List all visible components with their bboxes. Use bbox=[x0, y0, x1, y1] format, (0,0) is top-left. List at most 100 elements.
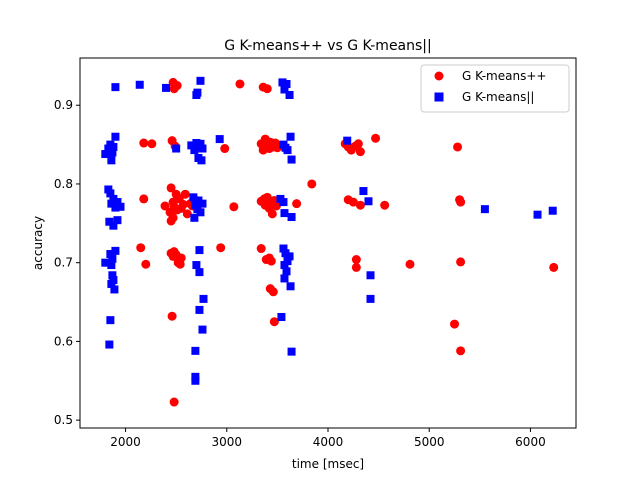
data-point bbox=[229, 202, 239, 212]
data-point bbox=[280, 261, 289, 270]
y-tick-label: 0.5 bbox=[54, 413, 73, 427]
data-point bbox=[286, 282, 295, 291]
data-point bbox=[106, 316, 115, 325]
data-point bbox=[287, 155, 296, 164]
data-point bbox=[269, 317, 279, 327]
data-point bbox=[353, 139, 363, 149]
data-point bbox=[366, 294, 375, 303]
data-point bbox=[456, 197, 466, 207]
data-point bbox=[287, 213, 296, 222]
data-point bbox=[195, 305, 204, 314]
data-point bbox=[168, 213, 178, 223]
data-point bbox=[355, 200, 365, 210]
data-point bbox=[111, 246, 120, 255]
data-point bbox=[106, 250, 115, 259]
data-point bbox=[351, 262, 361, 272]
data-point bbox=[107, 261, 116, 270]
data-point bbox=[405, 259, 415, 269]
data-point bbox=[178, 199, 188, 209]
data-point bbox=[285, 252, 294, 261]
data-point bbox=[172, 81, 182, 91]
data-point bbox=[283, 146, 292, 155]
data-point bbox=[196, 208, 205, 217]
data-point bbox=[280, 85, 289, 94]
data-point bbox=[549, 262, 559, 272]
data-point bbox=[190, 213, 199, 222]
data-point bbox=[277, 313, 286, 321]
data-point bbox=[268, 287, 278, 297]
data-point bbox=[198, 144, 207, 153]
data-point bbox=[101, 258, 110, 267]
data-point bbox=[180, 189, 190, 199]
data-point bbox=[198, 325, 207, 334]
data-point bbox=[105, 340, 114, 349]
chart-title: G K-means++ vs G K-means|| bbox=[224, 38, 432, 54]
y-axis-label: accuracy bbox=[31, 216, 45, 270]
data-point bbox=[282, 79, 291, 88]
data-point bbox=[220, 144, 230, 154]
x-tick-label: 4000 bbox=[313, 435, 344, 449]
legend-label-kmeans-parallel: G K-means|| bbox=[462, 90, 534, 104]
data-point bbox=[348, 197, 358, 207]
data-point bbox=[286, 132, 295, 141]
data-point bbox=[116, 202, 125, 211]
data-point bbox=[267, 209, 277, 219]
data-point bbox=[380, 200, 390, 210]
data-point bbox=[172, 144, 181, 153]
data-point bbox=[135, 80, 144, 89]
data-point bbox=[107, 279, 116, 288]
data-point bbox=[147, 139, 157, 149]
data-point bbox=[480, 205, 489, 214]
data-point bbox=[307, 179, 317, 189]
x-tick-label: 2000 bbox=[110, 435, 141, 449]
data-point bbox=[191, 376, 200, 385]
legend-box bbox=[420, 64, 570, 113]
data-point bbox=[175, 259, 185, 269]
data-point bbox=[101, 150, 110, 159]
data-point bbox=[281, 249, 290, 258]
data-point bbox=[215, 135, 224, 144]
data-point bbox=[279, 198, 288, 207]
data-point bbox=[195, 268, 204, 277]
y-axis: 0.5 0.6 0.7 0.8 0.9 bbox=[54, 98, 80, 427]
series-1 bbox=[101, 76, 557, 385]
x-tick-label: 3000 bbox=[212, 435, 243, 449]
data-point bbox=[292, 199, 302, 209]
data-point bbox=[182, 209, 192, 219]
data-point bbox=[113, 198, 122, 207]
data-point bbox=[278, 78, 287, 87]
data-point bbox=[106, 189, 115, 198]
data-point bbox=[199, 294, 208, 303]
data-point bbox=[548, 206, 557, 215]
y-tick-label: 0.9 bbox=[54, 98, 73, 112]
x-axis-label: time [msec] bbox=[292, 457, 364, 471]
y-tick-label: 0.8 bbox=[54, 177, 73, 191]
data-point bbox=[262, 84, 272, 94]
data-point bbox=[189, 193, 198, 202]
x-tick-label: 6000 bbox=[515, 435, 546, 449]
data-point bbox=[187, 141, 196, 150]
y-tick-label: 0.6 bbox=[54, 334, 73, 348]
data-point bbox=[366, 271, 375, 280]
data-point bbox=[271, 201, 281, 211]
data-point bbox=[371, 133, 381, 143]
data-point bbox=[195, 246, 204, 255]
legend-label-kmeanspp: G K-means++ bbox=[462, 69, 546, 83]
data-point bbox=[139, 138, 149, 148]
legend-marker-kmeanspp bbox=[434, 71, 444, 81]
data-point bbox=[105, 217, 114, 226]
y-tick-label: 0.7 bbox=[54, 256, 73, 270]
data-point bbox=[190, 146, 199, 155]
x-tick-label: 5000 bbox=[414, 435, 445, 449]
data-point bbox=[194, 196, 203, 205]
data-point bbox=[166, 183, 176, 193]
data-point bbox=[256, 244, 266, 254]
data-point bbox=[355, 147, 365, 157]
data-point bbox=[109, 221, 118, 230]
data-point bbox=[109, 142, 118, 151]
data-point bbox=[287, 347, 296, 356]
data-point bbox=[279, 244, 288, 253]
data-point bbox=[167, 311, 177, 321]
data-point bbox=[111, 203, 120, 212]
data-point bbox=[113, 216, 122, 225]
